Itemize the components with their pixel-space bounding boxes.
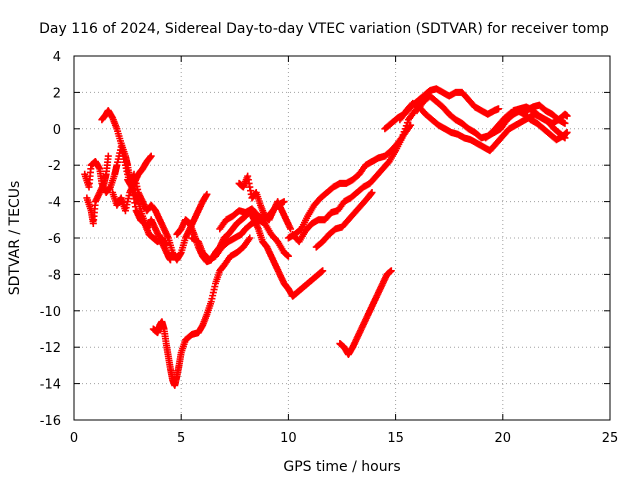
- y-tick-label: -8: [48, 268, 61, 283]
- series-track-14: [336, 267, 395, 358]
- y-tick-label: -4: [48, 196, 61, 211]
- data-point: [147, 152, 155, 160]
- y-tick-labels: -16 -14 -12 -10 -8 -6 -4 -2 0 2 4: [40, 50, 61, 429]
- y-tick-label: -10: [40, 305, 61, 320]
- data-point: [245, 236, 253, 244]
- y-axis-label: SDTVAR / TECUs: [7, 181, 23, 296]
- data-point: [406, 123, 414, 131]
- y-tick-label: -2: [48, 159, 61, 174]
- series-track-19: [510, 103, 571, 127]
- x-axis-label: GPS time / hours: [283, 459, 400, 475]
- series-track-13: [312, 189, 376, 251]
- plot-frame: [73, 55, 611, 421]
- data-point: [563, 128, 571, 136]
- series-track-5: [124, 176, 170, 249]
- data-point: [166, 256, 174, 264]
- data-point: [284, 252, 292, 260]
- y-tick-label: 2: [53, 86, 61, 101]
- series-track-8: [188, 216, 292, 264]
- y-tick-label: 4: [53, 50, 61, 65]
- x-tick-label: 25: [602, 431, 619, 446]
- data-point: [104, 152, 112, 160]
- data-point: [368, 189, 376, 196]
- y-tick-label: -14: [40, 378, 61, 393]
- x-tick-label: 5: [177, 431, 185, 446]
- data-point: [410, 108, 418, 116]
- data-point: [387, 267, 395, 275]
- data-point: [203, 190, 211, 198]
- x-tick-label: 20: [495, 431, 512, 446]
- y-tick-label: -12: [40, 341, 61, 356]
- data-point: [280, 198, 288, 206]
- series-track-4: [109, 152, 155, 215]
- series-track-18: [482, 107, 571, 144]
- series-track-10: [216, 198, 288, 233]
- data-point: [563, 112, 571, 120]
- chart-title: Day 116 of 2024, Sidereal Day-to-day VTE…: [39, 21, 609, 37]
- data-point: [162, 241, 170, 249]
- data-point: [495, 105, 503, 113]
- data-point: [246, 234, 254, 242]
- data-point: [319, 267, 327, 275]
- data-series: [81, 85, 571, 389]
- y-tick-label: -6: [48, 232, 61, 247]
- x-tick-labels: 0 5 10 15 20 25: [70, 431, 618, 446]
- x-tick-label: 10: [280, 431, 297, 446]
- data-point: [287, 225, 295, 233]
- series-track-12: [289, 107, 419, 246]
- data-point: [561, 119, 569, 127]
- x-tick-label: 15: [387, 431, 404, 446]
- y-tick-label: 0: [53, 123, 61, 138]
- series-track-2: [83, 152, 112, 227]
- series-track-6: [149, 234, 254, 389]
- series-track-11: [284, 121, 415, 242]
- y-tick-label: -16: [40, 414, 61, 429]
- x-tick-label: 0: [70, 431, 78, 446]
